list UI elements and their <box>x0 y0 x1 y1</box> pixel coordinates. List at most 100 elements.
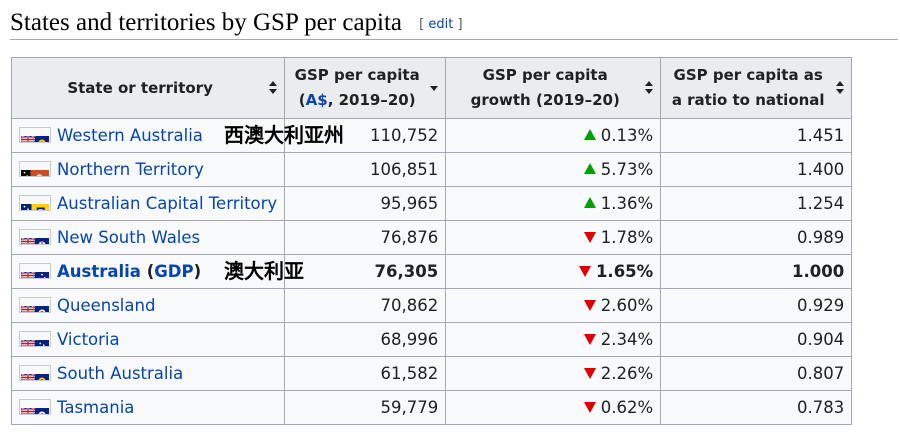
ratio-cell: 0.904 <box>660 322 853 357</box>
flag-act-icon <box>19 194 51 211</box>
table-row: Australia (GDP) 澳大利亚 76,305 1.65% 1.000 <box>10 254 853 289</box>
gsp-cell: 106,851 <box>284 152 447 187</box>
gsp-cell: 110,752 <box>284 118 447 153</box>
growth-value: 1.78% <box>600 228 654 247</box>
flag-nsw-icon <box>19 228 51 245</box>
currency-link[interactable]: A$ <box>305 91 328 109</box>
state-cell: Australian Capital Territory <box>10 186 286 221</box>
table-row: Queensland 70,862 2.60% 0.929 <box>10 288 853 323</box>
growth-value: 2.26% <box>600 364 654 383</box>
decrease-arrow-icon <box>578 266 591 277</box>
header-gsp[interactable]: GSP per capita (A$, 2019–20) <box>284 57 447 119</box>
table-header-row: State or territory GSP per capita (A$, 20… <box>10 57 853 119</box>
growth-cell: 2.34% <box>445 322 662 357</box>
sort-icon[interactable] <box>835 79 845 97</box>
flag-tas-icon <box>19 398 51 415</box>
state-link[interactable]: South Australia <box>57 364 184 383</box>
growth-cell: 0.13% <box>445 118 662 153</box>
state-link[interactable]: Northern Territory <box>57 160 204 179</box>
state-cell: Tasmania <box>10 390 286 425</box>
sort-icon[interactable] <box>644 79 654 97</box>
decrease-arrow-icon <box>583 334 596 345</box>
state-link[interactable]: Queensland <box>57 296 156 315</box>
flag-nt-icon <box>19 160 51 177</box>
growth-value: 0.62% <box>600 398 654 417</box>
growth-cell: 2.60% <box>445 288 662 323</box>
state-cell: Northern Territory <box>10 152 286 187</box>
table-row: Tasmania 59,779 0.62% 0.783 <box>10 390 853 425</box>
ratio-cell: 1.254 <box>660 186 853 221</box>
increase-arrow-icon <box>583 197 596 208</box>
gdp-link[interactable]: GDP <box>154 262 194 281</box>
state-link[interactable]: Western Australia <box>57 126 203 145</box>
gsp-cell: 76,876 <box>284 220 447 255</box>
ratio-cell: 1.000 <box>660 254 853 289</box>
growth-value: 2.34% <box>600 330 654 349</box>
growth-cell: 1.65% <box>445 254 662 289</box>
sort-descending-icon[interactable] <box>429 79 439 97</box>
header-gsp-rest: , 2019–20) <box>327 91 416 109</box>
state-link[interactable]: Australian Capital Territory <box>57 194 278 213</box>
growth-cell: 0.62% <box>445 390 662 425</box>
header-ratio-label: GSP per capita as a ratio to national <box>671 66 825 109</box>
ratio-cell: 1.400 <box>660 152 853 187</box>
gsp-table: State or territory GSP per capita (A$, 20… <box>10 57 853 425</box>
header-growth[interactable]: GSP per capita growth (2019–20) <box>445 57 662 119</box>
growth-cell: 2.26% <box>445 356 662 391</box>
header-ratio[interactable]: GSP per capita as a ratio to national <box>660 57 853 119</box>
chinese-annotation: 澳大利亚 <box>224 259 304 283</box>
flag-qld-icon <box>19 296 51 313</box>
edit-section: [ edit ] <box>419 17 463 32</box>
gsp-cell: 95,965 <box>284 186 447 221</box>
decrease-arrow-icon <box>583 232 596 243</box>
growth-cell: 1.36% <box>445 186 662 221</box>
flag-wa-icon <box>19 126 51 143</box>
state-link[interactable]: Australia <box>57 262 141 281</box>
section-heading: States and territories by GSP per capita… <box>10 8 898 40</box>
ratio-cell: 0.807 <box>660 356 853 391</box>
chinese-annotation: 西澳大利亚州 <box>224 123 344 147</box>
table-row: Western Australia 西澳大利亚州 110,752 0.13% 1.451 <box>10 118 853 153</box>
table-row: New South Wales 76,876 1.78% 0.989 <box>10 220 853 255</box>
flag-sa-icon <box>19 364 51 381</box>
state-cell: Victoria <box>10 322 286 357</box>
state-link[interactable]: Victoria <box>57 330 120 349</box>
table-row: Victoria 68,996 2.34% 0.904 <box>10 322 853 357</box>
growth-value: 1.65% <box>595 262 654 281</box>
state-cell: New South Wales <box>10 220 286 255</box>
increase-arrow-icon <box>583 163 596 174</box>
header-state[interactable]: State or territory <box>10 57 286 119</box>
growth-cell: 1.78% <box>445 220 662 255</box>
decrease-arrow-icon <box>583 300 596 311</box>
state-cell: South Australia <box>10 356 286 391</box>
growth-value: 5.73% <box>600 160 654 179</box>
state-link[interactable]: Tasmania <box>57 398 135 417</box>
state-cell: Australia (GDP) 澳大利亚 <box>10 254 304 289</box>
growth-value: 0.13% <box>600 126 654 145</box>
gsp-cell: 59,779 <box>284 390 447 425</box>
table-row: Northern Territory 106,851 5.73% 1.400 <box>10 152 853 187</box>
ratio-cell: 1.451 <box>660 118 853 153</box>
ratio-cell: 0.783 <box>660 390 853 425</box>
header-state-label: State or territory <box>67 78 213 97</box>
edit-link[interactable]: edit <box>428 17 454 32</box>
decrease-arrow-icon <box>583 402 596 413</box>
increase-arrow-icon <box>583 129 596 140</box>
growth-value: 1.36% <box>600 194 654 213</box>
gsp-cell: 61,582 <box>284 356 447 391</box>
gsp-cell: 70,862 <box>284 288 447 323</box>
section-title: States and territories by GSP per capita <box>10 9 403 36</box>
state-link[interactable]: New South Wales <box>57 228 201 247</box>
ratio-cell: 0.929 <box>660 288 853 323</box>
decrease-arrow-icon <box>583 368 596 379</box>
ratio-cell: 0.989 <box>660 220 853 255</box>
header-growth-label: GSP per capita growth (2019–20) <box>470 66 620 109</box>
growth-cell: 5.73% <box>445 152 662 187</box>
table-row: Australian Capital Territory 95,965 1.36% 1… <box>10 186 853 221</box>
state-cell: Queensland <box>10 288 286 323</box>
gsp-cell: 68,996 <box>284 322 447 357</box>
state-cell: Western Australia 西澳大利亚州 <box>10 118 344 153</box>
sort-icon[interactable] <box>268 79 278 97</box>
flag-au-icon <box>19 262 51 279</box>
gsp-cell: 76,305 <box>284 254 447 289</box>
